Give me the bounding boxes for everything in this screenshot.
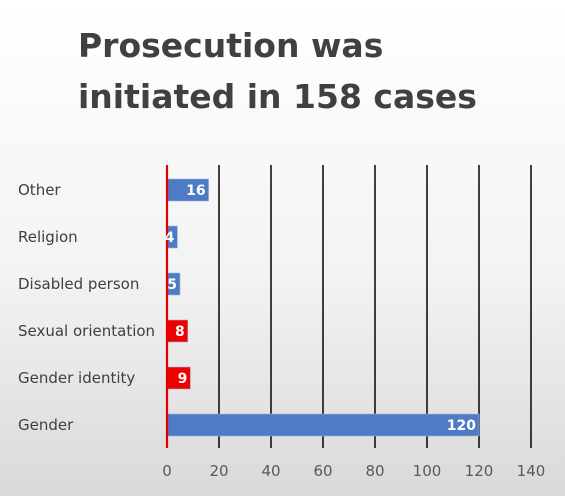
x-tick-label: 120 xyxy=(465,462,494,480)
category-label: Disabled person xyxy=(18,275,139,293)
data-label: 9 xyxy=(178,371,188,387)
data-label: 8 xyxy=(175,324,185,340)
gridlines xyxy=(218,165,532,448)
data-label: 120 xyxy=(447,418,476,434)
x-tick-label: 40 xyxy=(261,462,280,480)
bar xyxy=(166,413,480,437)
data-label: 16 xyxy=(186,183,205,199)
category-label: Sexual orientation xyxy=(18,322,155,340)
x-tick-label: 20 xyxy=(209,462,228,480)
x-tick-label: 80 xyxy=(365,462,384,480)
category-label: Religion xyxy=(18,228,78,246)
x-tick-label: 0 xyxy=(162,462,172,480)
data-label: 5 xyxy=(167,277,177,293)
data-label: 4 xyxy=(165,230,175,246)
x-tick-label: 60 xyxy=(313,462,332,480)
x-tick-label: 100 xyxy=(413,462,442,480)
category-label: Gender xyxy=(18,416,74,434)
category-label: Gender identity xyxy=(18,369,135,387)
x-tick-label: 140 xyxy=(517,462,546,480)
x-tick-labels: 0 20 40 60 80 100 120 140 xyxy=(162,462,545,480)
bars xyxy=(166,178,480,437)
data-labels: 16 4 5 8 9 120 xyxy=(165,183,477,434)
category-labels: Other Religion Disabled person Sexual orien… xyxy=(18,181,155,434)
chart-title: Prosecution was initiated in 158 cases xyxy=(78,26,477,116)
category-label: Other xyxy=(18,181,61,199)
